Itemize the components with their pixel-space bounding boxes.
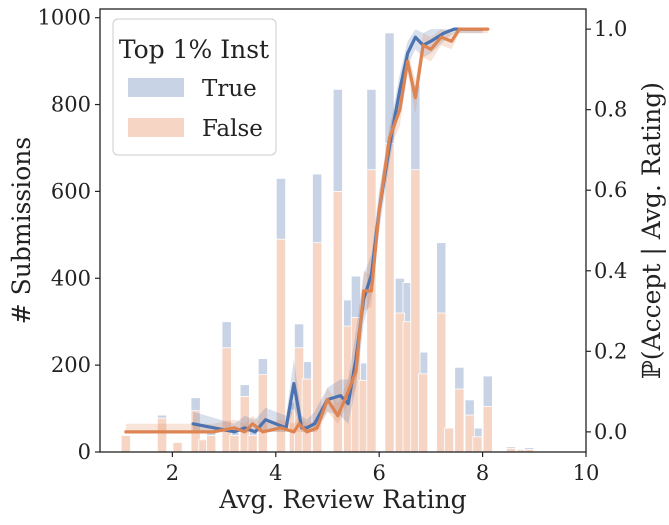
hist-bar-false-21 — [384, 143, 395, 453]
hist-bar-false-5 — [206, 435, 217, 453]
y-left-tick-label-3: 600 — [51, 179, 91, 203]
hist-bar-false-25 — [418, 373, 429, 453]
y-right-tick-label-2: 0.4 — [594, 259, 627, 283]
hist-bar-false-2 — [172, 442, 183, 453]
accept-line-false — [124, 27, 490, 434]
hist-bar-false-7 — [229, 435, 240, 453]
x-axis-label: Avg. Review Rating — [218, 485, 466, 514]
hist-bar-false-9 — [247, 435, 258, 453]
y-left-tick-label-2: 400 — [51, 266, 91, 290]
legend-swatch-true — [128, 78, 184, 97]
x-tick-label-3: 8 — [476, 461, 489, 485]
y-axis-right-label: ℙ(Accept | Avg. Rating) — [637, 82, 667, 379]
plot-frame — [99, 8, 587, 453]
hist-bar-false-14 — [301, 378, 312, 453]
y-right-tick-label-4: 0.8 — [594, 98, 627, 122]
hist-bar-false-28 — [454, 388, 465, 453]
y-left-tick-label-1: 200 — [51, 353, 91, 377]
y-right-tick-label-0: 0.0 — [594, 420, 627, 444]
x-tick-label-4: 10 — [573, 461, 600, 485]
accept-probability-lines — [124, 27, 490, 434]
y-right-tick-label-1: 0.2 — [594, 339, 627, 363]
y-left-tick-label-5: 1000 — [38, 6, 91, 30]
legend: Top 1% Inst True False — [112, 18, 277, 156]
hist-bar-false-31 — [482, 405, 493, 453]
confidence-bands — [125, 29, 488, 432]
legend-label-true: True — [202, 76, 257, 102]
x-tick-label-2: 6 — [373, 461, 386, 485]
y-axis-left-label: # Submissions — [7, 137, 36, 324]
hist-bar-false-30 — [472, 436, 483, 453]
legend-label-false: False — [202, 116, 263, 142]
hist-bar-false-1 — [156, 417, 168, 453]
y-left-tick-label-4: 800 — [51, 93, 91, 117]
ci-band-false — [125, 29, 488, 432]
legend-swatch-false — [128, 118, 184, 137]
y-left-tick-label-0: 0 — [78, 440, 91, 464]
axis-ticks: 2 4 6 8 10 0 200 400 600 800 1000 0.0 0.2 0.4 0.6 0.8 1.… — [38, 6, 628, 485]
y-right-tick-label-5: 1.0 — [594, 17, 627, 41]
hist-bar-false-27 — [443, 427, 455, 453]
legend-title: Top 1% Inst — [119, 35, 269, 64]
hist-bar-false-0 — [120, 435, 131, 453]
x-tick-label-0: 2 — [166, 461, 179, 485]
x-tick-label-1: 4 — [269, 461, 282, 485]
y-right-tick-label-3: 0.6 — [594, 178, 627, 202]
hist-bar-false-20 — [366, 169, 377, 453]
